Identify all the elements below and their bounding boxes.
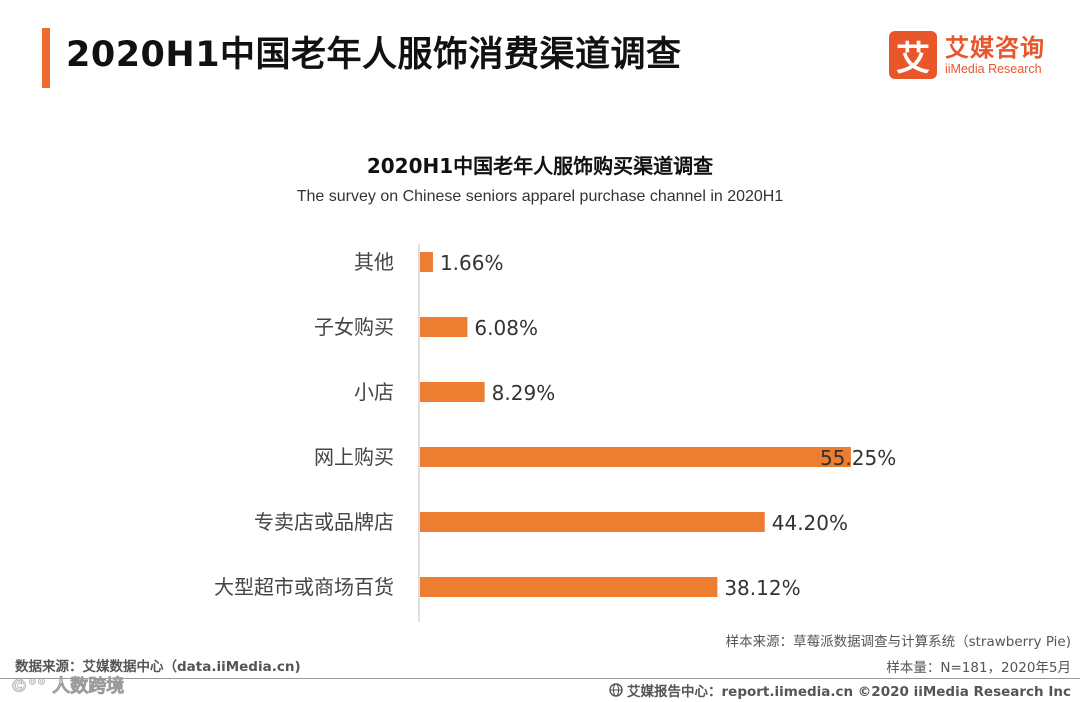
sample-size-note: 样本量：N=181，2020年5月 xyxy=(886,660,1071,676)
category-label: 大型超市或商场百货 xyxy=(214,575,394,599)
watermark: ©°° 人数跨境 xyxy=(10,676,125,698)
chart-title: 2020H1中国老年人服饰购买渠道调查 xyxy=(366,154,714,178)
value-label: 44.20% xyxy=(772,511,848,535)
category-label: 其他 xyxy=(354,250,394,274)
category-label: 小店 xyxy=(354,380,394,404)
value-label: 6.08% xyxy=(474,316,538,340)
report-center-text: 艾媒报告中心：report.iimedia.cn ©2020 iiMedia R… xyxy=(627,684,1071,700)
value-label: 38.12% xyxy=(724,576,800,600)
value-label: 1.66% xyxy=(440,251,504,275)
logo-name-en: iiMedia Research xyxy=(945,62,1042,76)
brand-logo: 艾 艾媒咨询 iiMedia Research xyxy=(889,30,1045,80)
value-label: 55.25% xyxy=(820,446,896,470)
bar xyxy=(420,252,433,272)
report-center-footer: 艾媒报告中心：report.iimedia.cn ©2020 iiMedia R… xyxy=(609,680,1071,700)
title-accent-bar xyxy=(42,28,50,88)
data-source-note: 数据来源：艾媒数据中心（data.iiMedia.cn) xyxy=(15,659,301,675)
sample-source-note: 样本来源：草莓派数据调查与计算系统（strawberry Pie) xyxy=(725,634,1071,650)
category-label: 网上购买 xyxy=(314,445,394,469)
bar xyxy=(420,317,468,337)
bar xyxy=(420,447,851,467)
category-label: 子女购买 xyxy=(314,315,394,339)
page-title: 2020H1中国老年人服饰消费渠道调查 xyxy=(66,35,682,75)
globe-icon xyxy=(609,683,623,697)
value-label: 8.29% xyxy=(492,381,556,405)
bar xyxy=(420,382,485,402)
logo-name-cn: 艾媒咨询 xyxy=(945,34,1045,62)
category-label: 专卖店或品牌店 xyxy=(254,510,394,534)
chart-subtitle: The survey on Chinese seniors apparel pu… xyxy=(296,188,784,205)
bar xyxy=(420,512,765,532)
bar xyxy=(420,577,718,597)
logo-mark-icon: 艾 xyxy=(889,31,937,79)
footer-divider xyxy=(0,678,1080,679)
logo-text: 艾媒咨询 iiMedia Research xyxy=(945,34,1045,76)
